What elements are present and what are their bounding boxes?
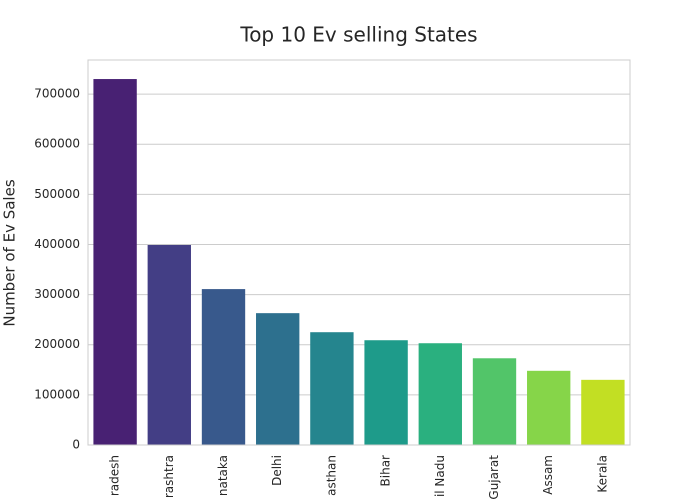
bar <box>93 79 137 446</box>
bar <box>201 289 246 445</box>
x-tick-label: il Nadu <box>433 455 447 497</box>
x-tick-label: radesh <box>108 455 122 496</box>
y-tick-label: 100000 <box>34 387 80 401</box>
bar <box>364 340 408 445</box>
y-axis-label: Number of Ev Sales <box>1 179 19 326</box>
y-tick-label: 500000 <box>34 187 80 201</box>
bar <box>310 332 354 445</box>
x-tick-label: Delhi <box>270 455 284 486</box>
x-tick-label: Kerala <box>595 455 609 493</box>
x-tick-label: Bihar <box>379 455 393 487</box>
y-tick-label: 200000 <box>34 337 80 351</box>
bar <box>527 370 571 445</box>
x-tick-label: nataka <box>216 455 230 496</box>
y-tick-label: 700000 <box>34 87 80 101</box>
y-tick-label: 400000 <box>34 237 80 251</box>
bar <box>147 244 191 445</box>
bars <box>93 79 625 446</box>
x-tick-label: asthan <box>324 455 338 496</box>
bar <box>472 358 517 445</box>
x-tick-label: Assam <box>541 455 555 495</box>
y-tick-label: 600000 <box>34 137 80 151</box>
bar <box>256 313 300 445</box>
x-tick-label: rashtra <box>162 455 176 498</box>
labels: 0 100000 200000 300000 400000 500000 600000 700… <box>34 87 609 500</box>
y-tick-label: 0 <box>72 438 80 452</box>
plot-frame <box>87 59 631 446</box>
y-tick-label: 300000 <box>34 287 80 301</box>
bar <box>418 343 462 445</box>
chart-title: Top 10 Ev selling States <box>239 23 477 47</box>
bar <box>581 379 625 445</box>
x-tick-label: Gujarat <box>487 455 501 500</box>
